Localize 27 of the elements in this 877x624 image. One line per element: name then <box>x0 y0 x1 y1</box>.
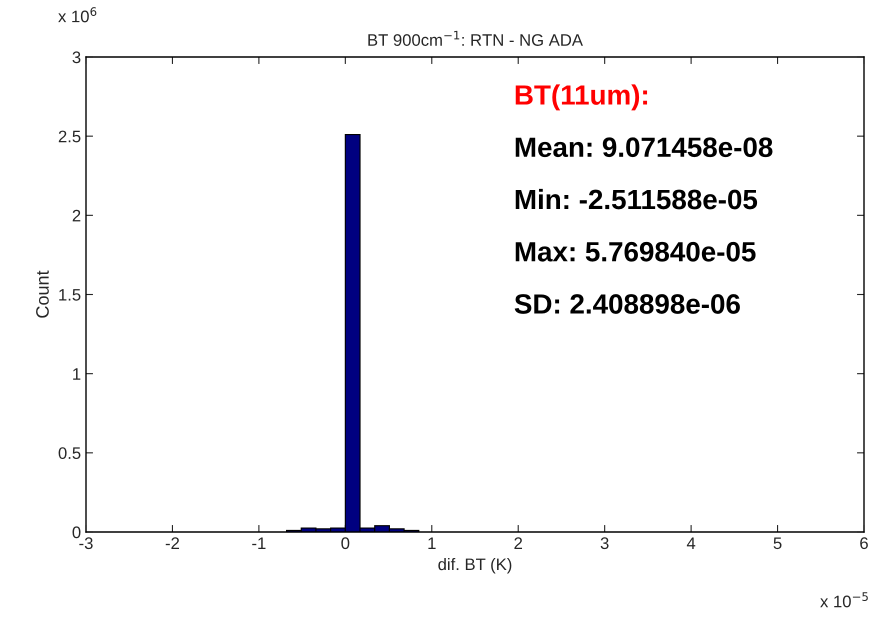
y-tick-label: 2.5 <box>58 130 80 142</box>
chart-title: BT 900cm$^{−1}$: RTN - NG ADA <box>368 30 583 46</box>
y-tick-label: 1 <box>73 368 80 380</box>
y-tick-label: 1.5 <box>59 289 80 301</box>
x-axis-title: dif. BT (K) <box>438 558 512 574</box>
annotation: Max: 5.769840e-05 <box>516 242 756 262</box>
x-tick-label: 3 <box>600 537 609 550</box>
x-tick-label: -2 <box>166 537 180 549</box>
x-tick-label: 1 <box>428 537 436 549</box>
x-tick-label: 2 <box>514 537 522 549</box>
annotation: Mean: 9.071458e-08 <box>516 137 772 158</box>
x-tick-label: -3 <box>79 537 93 550</box>
x-tick-label: 4 <box>686 537 696 549</box>
y-tick-label: 2 <box>72 210 80 222</box>
text: x 10$^{−5}$ <box>820 592 868 608</box>
y-tick-label: 0 <box>72 526 80 538</box>
x-tick-label: 0 <box>341 537 350 550</box>
x-tick-label: -1 <box>252 537 266 549</box>
annotation: BT(11um): <box>516 84 648 110</box>
y-tick-label: 0.5 <box>58 447 80 460</box>
text: x 10$^{6}$ <box>58 7 96 22</box>
annotation: Min: -2.511588e-05 <box>516 188 758 210</box>
x-tick-label: 6 <box>860 537 868 550</box>
annotation: SD: 2.408898e-06 <box>514 294 740 314</box>
y-tick-label: 3 <box>72 51 80 64</box>
x-tick-label: 5 <box>774 537 782 550</box>
y-axis-title: Count <box>36 270 49 318</box>
